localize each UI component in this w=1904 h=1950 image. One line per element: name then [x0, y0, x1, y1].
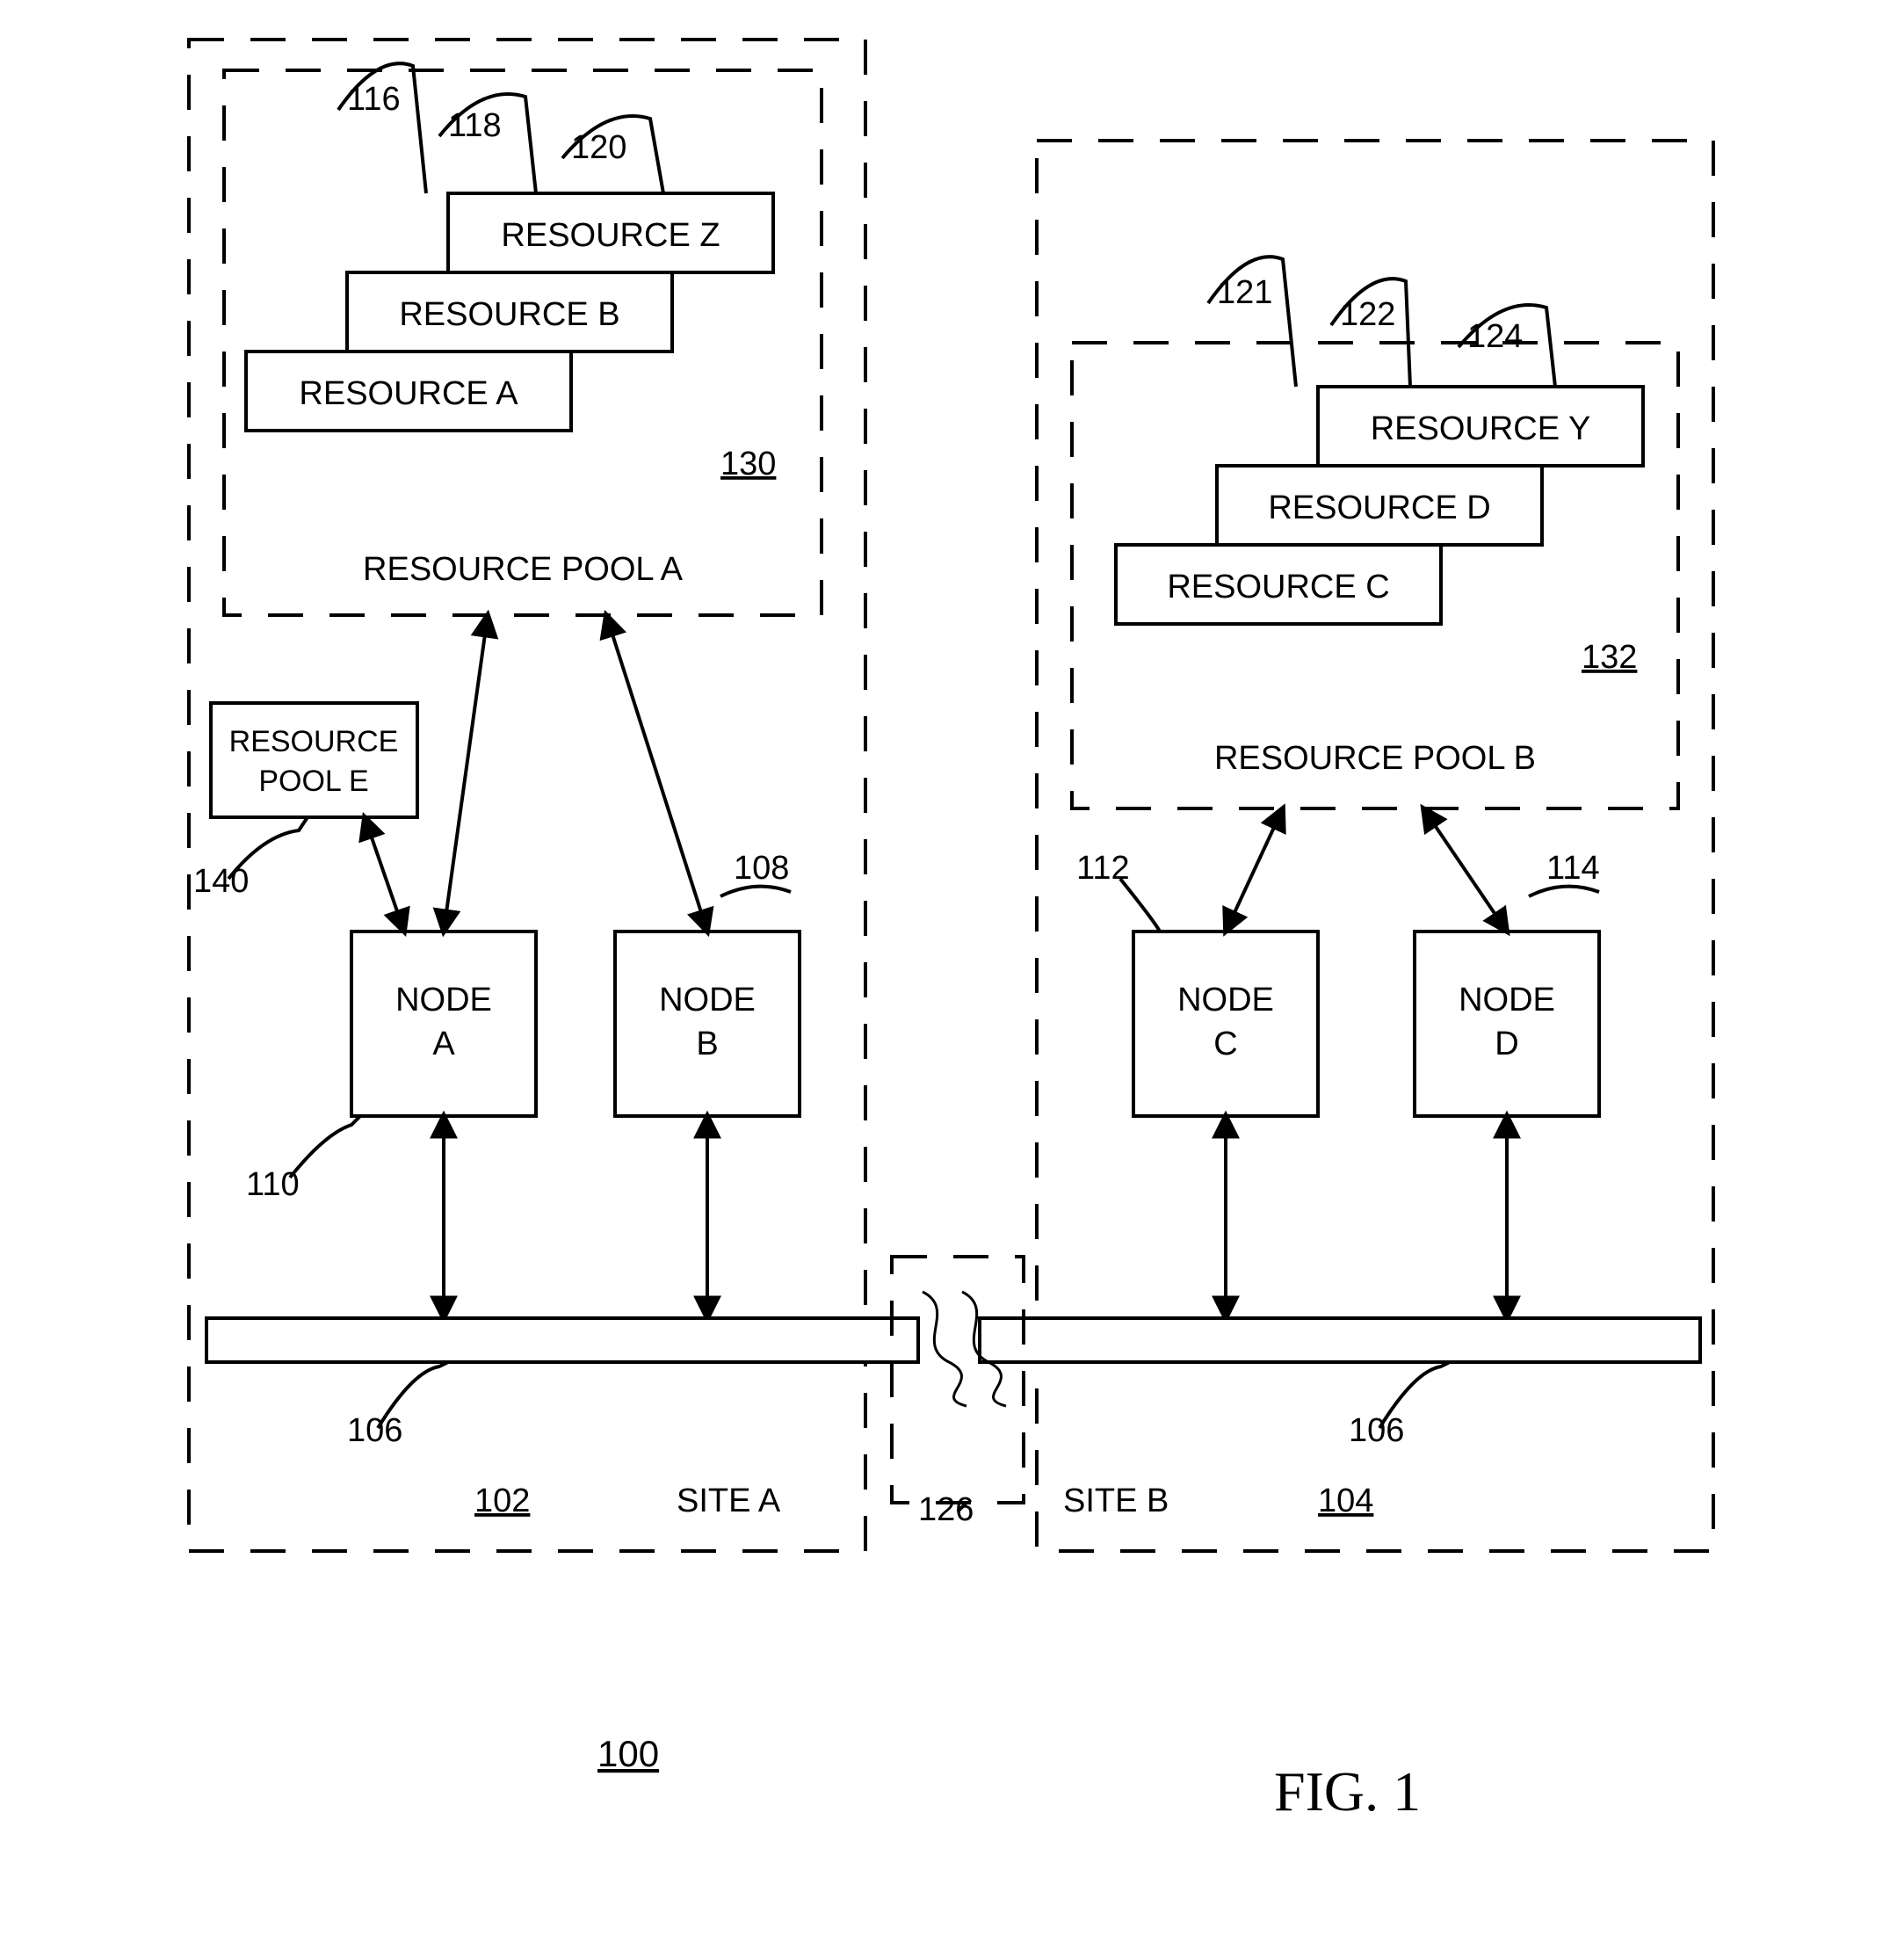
node-b-box: [615, 932, 800, 1116]
site-b-ref: 104: [1318, 1482, 1373, 1519]
node-d-line2: D: [1495, 1026, 1518, 1062]
node-a-box: [351, 932, 536, 1116]
figure-label: FIG. 1: [1274, 1760, 1421, 1823]
site-b-label: SITE B: [1063, 1482, 1169, 1519]
resource-pool-b-label: RESOURCE POOL B: [1214, 740, 1536, 777]
pool-e-line2: POOL E: [258, 765, 368, 798]
arrow-pool-e-node-a: [365, 817, 404, 932]
ref-118: 118: [448, 107, 502, 144]
resource-d-label: RESOURCE D: [1268, 489, 1490, 526]
node-c-line1: NODE: [1177, 982, 1274, 1018]
node-a-line1: NODE: [395, 982, 492, 1018]
ref-114: 114: [1546, 850, 1600, 887]
resource-b-label: RESOURCE B: [399, 296, 619, 333]
leader-108: [720, 887, 791, 896]
node-c-box: [1133, 932, 1318, 1116]
ref-106-right: 106: [1349, 1412, 1404, 1449]
arrow-pool-a-node-b: [606, 615, 707, 932]
site-a-ref: 102: [474, 1482, 530, 1519]
resource-c-label: RESOURCE C: [1167, 569, 1389, 605]
node-b-line2: B: [696, 1026, 718, 1062]
resource-y-label: RESOURCE Y: [1371, 410, 1591, 447]
ref-116: 116: [347, 81, 401, 118]
arrow-pool-b-node-d: [1423, 808, 1507, 932]
resource-pool-e-box: [211, 703, 417, 817]
leader-110: [290, 1116, 360, 1178]
node-b-line1: NODE: [659, 982, 756, 1018]
resource-z-label: RESOURCE Z: [501, 217, 720, 254]
leader-114: [1529, 887, 1599, 896]
resource-pool-a-label: RESOURCE POOL A: [363, 551, 684, 588]
bus-left: [206, 1318, 918, 1362]
ref-126: 126: [918, 1491, 974, 1528]
pool-e-line1: RESOURCE: [229, 725, 399, 758]
ref-120: 120: [571, 129, 626, 166]
ref-112: 112: [1076, 850, 1130, 887]
resource-a-label: RESOURCE A: [299, 375, 518, 412]
ref-124: 124: [1467, 318, 1523, 355]
site-a-label: SITE A: [677, 1482, 781, 1519]
arrow-pool-b-node-c: [1226, 808, 1283, 932]
node-d-line1: NODE: [1459, 982, 1555, 1018]
node-c-line2: C: [1213, 1026, 1237, 1062]
overall-ref: 100: [597, 1733, 659, 1774]
arrow-pool-a-node-a: [444, 615, 488, 932]
ref-108: 108: [734, 850, 789, 887]
pool-b-ref: 132: [1582, 639, 1637, 676]
ref-122: 122: [1340, 296, 1395, 333]
bus-right: [980, 1318, 1700, 1362]
ref-121: 121: [1217, 274, 1272, 311]
bus-break-box: [892, 1257, 1024, 1503]
ref-110: 110: [246, 1166, 300, 1203]
ref-106-left: 106: [347, 1412, 402, 1449]
pool-a-ref: 130: [720, 446, 776, 482]
node-a-line2: A: [432, 1026, 455, 1062]
leader-112: [1120, 879, 1160, 932]
node-d-box: [1415, 932, 1599, 1116]
ref-140: 140: [193, 863, 249, 900]
bus-break-left: [923, 1292, 966, 1406]
